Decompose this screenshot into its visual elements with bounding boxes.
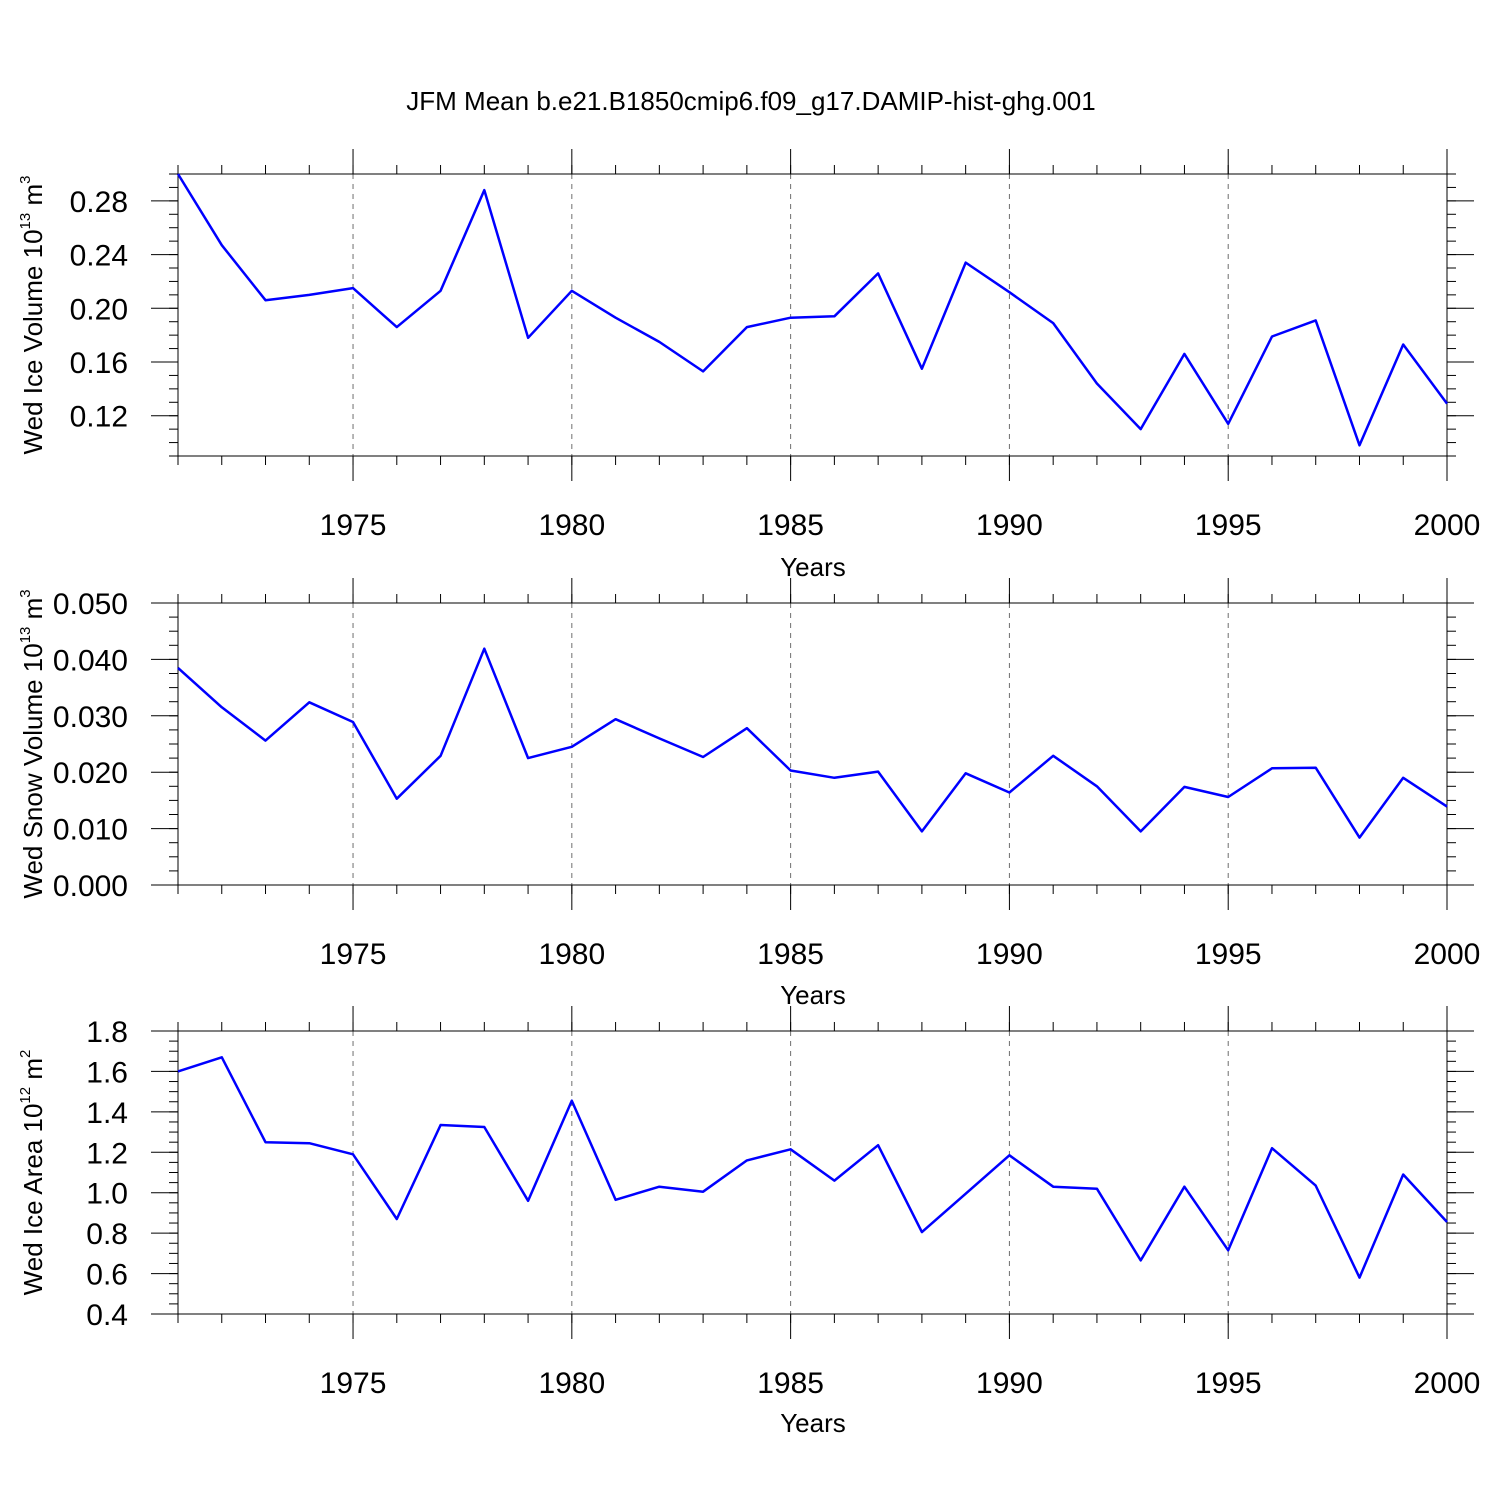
- series-line: [177, 1056, 1448, 1279]
- y-tick-label: 0.24: [70, 240, 128, 273]
- x-tick-label: 2000: [1414, 509, 1481, 542]
- x-tick-label: 1975: [320, 1367, 387, 1400]
- x-tick-label: 2000: [1414, 938, 1481, 971]
- y-axis-label-unit-exponent: 3: [17, 589, 34, 597]
- series-line: [176, 173, 1449, 447]
- x-tick-label: 1990: [976, 938, 1043, 971]
- y-axis-label-exponent: 13: [17, 213, 34, 230]
- x-tick-label: 2000: [1414, 1367, 1481, 1400]
- x-tick-label: 1980: [538, 1367, 605, 1400]
- y-tick-label: 0.000: [53, 870, 128, 903]
- plot-frame: [177, 602, 1448, 886]
- y-axis-label-unit: m: [18, 184, 48, 213]
- x-tick-label: 1990: [976, 1367, 1043, 1400]
- x-tick-label: 1995: [1195, 938, 1262, 971]
- y-tick-label: 1.0: [86, 1178, 128, 1211]
- y-axis-label-unit-exponent: 3: [17, 176, 34, 184]
- plot-frame: [177, 1030, 1448, 1315]
- y-axis-label-unit: m: [18, 598, 48, 627]
- series-line: [177, 647, 1448, 839]
- y-axis-label: Wed Ice Area 1012 m2: [17, 1050, 48, 1296]
- y-tick-label: 0.030: [53, 701, 128, 734]
- x-tick-label: 1985: [757, 509, 824, 542]
- x-tick-label: 1985: [757, 1367, 824, 1400]
- y-axis-label: Wed Ice Volume 1013 m3: [17, 176, 48, 455]
- y-tick-label: 0.4: [86, 1299, 128, 1332]
- y-tick-label: 0.20: [70, 293, 128, 326]
- x-tick-label: 1985: [757, 938, 824, 971]
- y-tick-label: 0.040: [53, 644, 128, 677]
- y-tick-label: 1.2: [86, 1137, 128, 1170]
- y-axis-label-text: Wed Snow Volume 10: [18, 643, 48, 898]
- x-tick-label: 1980: [538, 509, 605, 542]
- chart-panels: 1975 1980 1985 1990 1995 2000 0.12 0.16 0.20 0.24…: [17, 149, 1480, 1438]
- y-tick-label: 0.010: [53, 814, 128, 847]
- y-tick-label: 0.8: [86, 1218, 128, 1251]
- y-tick-label: 0.050: [53, 588, 128, 621]
- x-tick-label: 1975: [320, 938, 387, 971]
- x-tick-label: 1990: [976, 509, 1043, 542]
- y-axis-label-text: Wed Ice Area 10: [18, 1104, 48, 1296]
- y-axis-label: Wed Snow Volume 1013 m3: [17, 589, 48, 898]
- panel-3: 1975 1980 1985 1990 1995 2000 0.4 0.6 0.8 1.0 1.2 1…: [17, 1006, 1480, 1438]
- y-tick-label: 0.12: [70, 401, 128, 434]
- x-axis-label: Years: [780, 1408, 846, 1438]
- y-tick-label: 1.4: [86, 1097, 128, 1130]
- y-tick-label: 0.16: [70, 347, 128, 380]
- y-tick-label: 0.6: [86, 1259, 128, 1292]
- y-tick-label: 1.6: [86, 1056, 128, 1089]
- x-tick-label: 1995: [1195, 509, 1262, 542]
- panel-2: 1975 1980 1985 1990 1995 2000 0.000 0.010 0.020 0…: [17, 578, 1480, 1010]
- y-tick-label: 0.28: [70, 186, 128, 219]
- x-tick-label: 1980: [538, 938, 605, 971]
- y-axis-label-exponent: 13: [17, 627, 34, 644]
- x-tick-label: 1975: [320, 509, 387, 542]
- y-axis-label-text: Wed Ice Volume 10: [18, 229, 48, 454]
- y-axis-label-unit-exponent: 2: [17, 1050, 34, 1058]
- chart-title: JFM Mean b.e21.B1850cmip6.f09_g17.DAMIP-…: [406, 86, 1095, 116]
- panel-1: 1975 1980 1985 1990 1995 2000 0.12 0.16 0.20 0.24…: [17, 149, 1480, 582]
- y-tick-label: 1.8: [86, 1016, 128, 1049]
- x-axis-label: Years: [780, 980, 846, 1010]
- y-axis-label-exponent: 12: [17, 1087, 34, 1104]
- y-axis-label-unit: m: [18, 1058, 48, 1087]
- x-tick-label: 1995: [1195, 1367, 1262, 1400]
- x-axis-label: Years: [780, 552, 846, 582]
- plot-frame: [177, 173, 1448, 457]
- y-tick-label: 0.020: [53, 757, 128, 790]
